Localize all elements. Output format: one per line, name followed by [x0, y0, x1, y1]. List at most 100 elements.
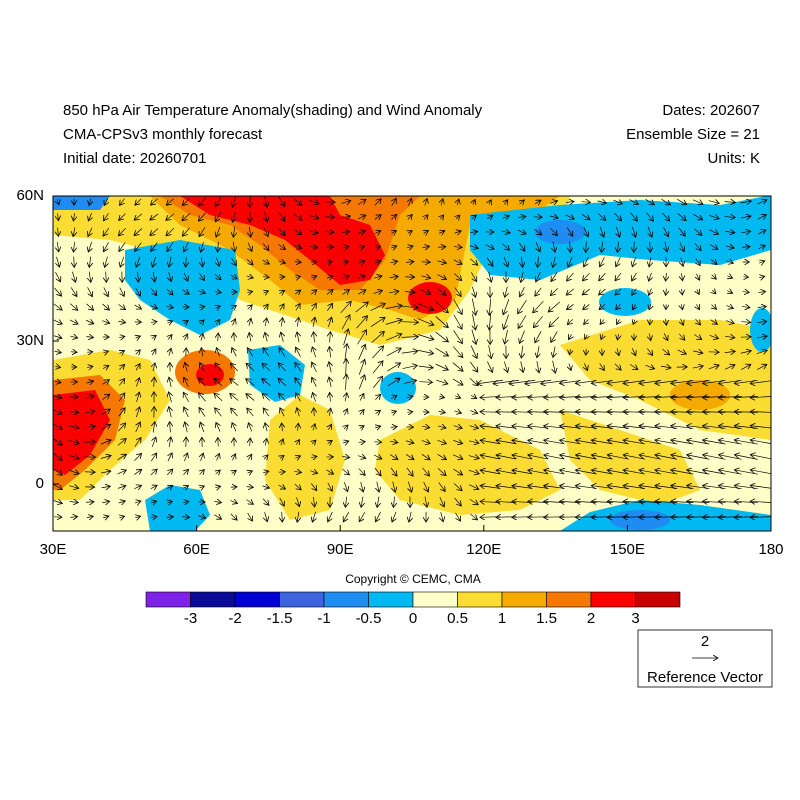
wind-arrow — [153, 422, 155, 433]
wind-arrow — [360, 393, 364, 401]
wind-arrow — [312, 440, 316, 444]
wind-arrow — [408, 214, 412, 219]
wind-arrow — [708, 365, 719, 369]
wind-arrow — [585, 335, 587, 340]
wind-arrow — [214, 501, 222, 502]
wind-arrow — [570, 241, 571, 253]
wind-arrow — [536, 271, 541, 282]
colorbar-label: -0.5 — [356, 610, 382, 627]
wind-arrow — [756, 200, 767, 204]
wind-arrow — [601, 334, 603, 339]
wind-arrow — [343, 329, 349, 346]
wind-arrow — [168, 453, 172, 462]
wind-arrow — [246, 258, 253, 265]
wind-arrow — [750, 470, 771, 475]
wind-arrow — [134, 438, 141, 447]
wind-arrow — [154, 377, 155, 387]
wind-arrow — [100, 455, 111, 458]
wind-arrow — [327, 262, 332, 263]
wind-arrow — [295, 456, 300, 458]
wind-arrow — [455, 396, 460, 398]
wind-arrow — [487, 361, 492, 373]
wind-arrow — [750, 485, 771, 488]
wind-arrow — [360, 426, 364, 429]
wind-arrow — [537, 361, 539, 373]
wind-arrow — [454, 231, 462, 233]
wind-arrow — [329, 347, 330, 358]
wind-arrow — [232, 470, 237, 473]
wind-arrow — [425, 198, 427, 206]
wind-arrow — [246, 363, 255, 371]
wind-arrow — [134, 213, 143, 220]
wind-arrow — [88, 212, 91, 221]
wind-arrow — [101, 424, 111, 430]
wind-arrow — [169, 377, 171, 387]
wind-arrow — [166, 288, 173, 295]
wind-arrow — [567, 319, 572, 324]
wind-arrow — [279, 347, 286, 357]
wind-arrow — [248, 423, 251, 432]
wind-arrow — [473, 199, 475, 204]
wind-arrow — [294, 483, 301, 490]
wind-arrow — [405, 453, 414, 459]
wind-arrow — [328, 424, 331, 429]
wind-arrow — [166, 306, 174, 307]
wind-arrow — [216, 422, 220, 432]
colorbar-label: -1.5 — [267, 610, 293, 627]
wind-arrow — [615, 272, 622, 281]
wind-arrow — [282, 511, 283, 522]
wind-arrow — [401, 322, 419, 323]
wind-arrow — [312, 347, 316, 358]
wind-arrow — [151, 501, 156, 503]
wind-arrow — [84, 442, 96, 443]
wind-arrow — [119, 242, 126, 252]
wind-arrow — [401, 306, 419, 308]
wind-arrow — [418, 366, 433, 368]
wind-arrow — [248, 305, 253, 309]
wind-arrow — [53, 438, 63, 445]
wind-arrow — [725, 246, 734, 248]
wind-arrow — [437, 426, 446, 428]
wind-arrow — [310, 290, 317, 295]
wind-arrow — [406, 396, 413, 397]
wind-arrow — [214, 378, 223, 387]
wind-arrow — [712, 290, 716, 294]
wind-arrow — [634, 241, 635, 253]
wind-arrow — [553, 346, 555, 358]
wind-arrow — [313, 496, 314, 507]
wind-arrow — [344, 409, 347, 416]
wind-arrow — [385, 320, 402, 325]
wind-arrow — [681, 273, 682, 281]
wind-arrow — [168, 335, 172, 340]
wind-arrow — [265, 196, 268, 208]
wind-arrow — [53, 320, 63, 324]
wind-arrow — [709, 230, 718, 234]
wind-arrow — [85, 320, 94, 324]
wind-arrow — [247, 348, 254, 357]
wind-arrow — [757, 215, 767, 220]
wind-arrow — [376, 410, 381, 413]
wind-arrow — [600, 257, 605, 267]
wind-arrow — [726, 305, 734, 308]
wind-arrow — [119, 351, 124, 354]
wind-arrow — [375, 511, 381, 522]
wind-arrow — [533, 228, 542, 235]
wind-arrow — [68, 440, 79, 443]
wind-arrow — [152, 437, 156, 448]
wind-arrow — [280, 408, 284, 417]
wind-arrow — [201, 453, 204, 461]
wind-arrow — [550, 288, 558, 295]
wind-arrow — [648, 272, 651, 281]
wind-arrow — [150, 485, 157, 488]
wind-arrow — [504, 256, 508, 267]
wind-arrow — [118, 321, 125, 323]
wind-arrow — [293, 229, 302, 235]
wind-arrow — [550, 201, 557, 203]
wind-arrow — [584, 227, 588, 237]
wind-arrow — [186, 256, 187, 267]
wind-arrow — [424, 231, 429, 234]
wind-arrow — [169, 348, 171, 356]
wind-arrow — [216, 319, 220, 324]
wind-arrow — [101, 394, 110, 401]
wind-arrow — [57, 199, 59, 205]
